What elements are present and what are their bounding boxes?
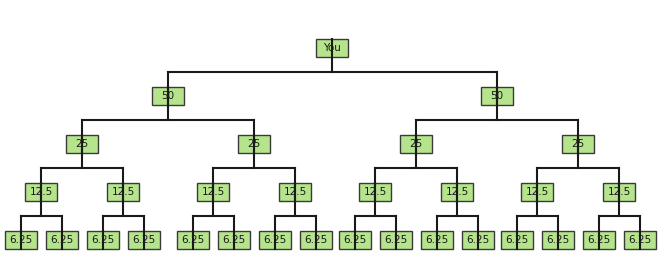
Text: 6.25: 6.25 bbox=[182, 235, 204, 245]
Text: 12.5: 12.5 bbox=[283, 187, 307, 197]
FancyBboxPatch shape bbox=[107, 183, 139, 201]
Text: 25: 25 bbox=[409, 139, 423, 149]
FancyBboxPatch shape bbox=[542, 231, 574, 249]
FancyBboxPatch shape bbox=[380, 231, 412, 249]
FancyBboxPatch shape bbox=[279, 183, 311, 201]
Text: 12.5: 12.5 bbox=[29, 187, 53, 197]
FancyBboxPatch shape bbox=[521, 183, 553, 201]
FancyBboxPatch shape bbox=[66, 135, 98, 153]
Text: 25: 25 bbox=[247, 139, 261, 149]
Text: 12.5: 12.5 bbox=[363, 187, 387, 197]
Text: 12.5: 12.5 bbox=[202, 187, 224, 197]
Text: 12.5: 12.5 bbox=[446, 187, 468, 197]
FancyBboxPatch shape bbox=[481, 87, 513, 105]
FancyBboxPatch shape bbox=[197, 183, 229, 201]
FancyBboxPatch shape bbox=[218, 231, 250, 249]
Text: 6.25: 6.25 bbox=[133, 235, 155, 245]
FancyBboxPatch shape bbox=[259, 231, 291, 249]
Text: 6.25: 6.25 bbox=[91, 235, 115, 245]
Text: 6.25: 6.25 bbox=[343, 235, 366, 245]
Text: 6.25: 6.25 bbox=[222, 235, 246, 245]
FancyBboxPatch shape bbox=[46, 231, 78, 249]
Text: 6.25: 6.25 bbox=[385, 235, 407, 245]
Text: 25: 25 bbox=[572, 139, 585, 149]
FancyBboxPatch shape bbox=[339, 231, 371, 249]
Text: 6.25: 6.25 bbox=[588, 235, 610, 245]
Text: 25: 25 bbox=[75, 139, 88, 149]
FancyBboxPatch shape bbox=[152, 87, 184, 105]
FancyBboxPatch shape bbox=[177, 231, 209, 249]
Text: 6.25: 6.25 bbox=[505, 235, 529, 245]
Text: 6.25: 6.25 bbox=[628, 235, 652, 245]
FancyBboxPatch shape bbox=[238, 135, 270, 153]
Text: 6.25: 6.25 bbox=[425, 235, 449, 245]
Text: 12.5: 12.5 bbox=[525, 187, 549, 197]
FancyBboxPatch shape bbox=[603, 183, 635, 201]
FancyBboxPatch shape bbox=[501, 231, 533, 249]
Text: 12.5: 12.5 bbox=[608, 187, 630, 197]
FancyBboxPatch shape bbox=[316, 39, 348, 57]
Text: 6.25: 6.25 bbox=[50, 235, 74, 245]
FancyBboxPatch shape bbox=[624, 231, 656, 249]
FancyBboxPatch shape bbox=[400, 135, 432, 153]
FancyBboxPatch shape bbox=[562, 135, 594, 153]
FancyBboxPatch shape bbox=[87, 231, 119, 249]
FancyBboxPatch shape bbox=[421, 231, 453, 249]
FancyBboxPatch shape bbox=[462, 231, 494, 249]
FancyBboxPatch shape bbox=[300, 231, 332, 249]
Text: 6.25: 6.25 bbox=[466, 235, 490, 245]
FancyBboxPatch shape bbox=[583, 231, 615, 249]
FancyBboxPatch shape bbox=[5, 231, 37, 249]
FancyBboxPatch shape bbox=[441, 183, 473, 201]
Text: 6.25: 6.25 bbox=[546, 235, 570, 245]
Text: 12.5: 12.5 bbox=[111, 187, 135, 197]
FancyBboxPatch shape bbox=[128, 231, 160, 249]
Text: 6.25: 6.25 bbox=[304, 235, 328, 245]
Text: 6.25: 6.25 bbox=[263, 235, 287, 245]
Text: 50: 50 bbox=[161, 91, 175, 101]
FancyBboxPatch shape bbox=[359, 183, 391, 201]
Text: You: You bbox=[323, 43, 341, 53]
Text: 6.25: 6.25 bbox=[9, 235, 33, 245]
Text: 50: 50 bbox=[490, 91, 504, 101]
FancyBboxPatch shape bbox=[25, 183, 57, 201]
